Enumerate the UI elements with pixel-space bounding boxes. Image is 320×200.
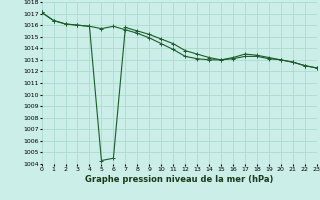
X-axis label: Graphe pression niveau de la mer (hPa): Graphe pression niveau de la mer (hPa) (85, 175, 273, 184)
